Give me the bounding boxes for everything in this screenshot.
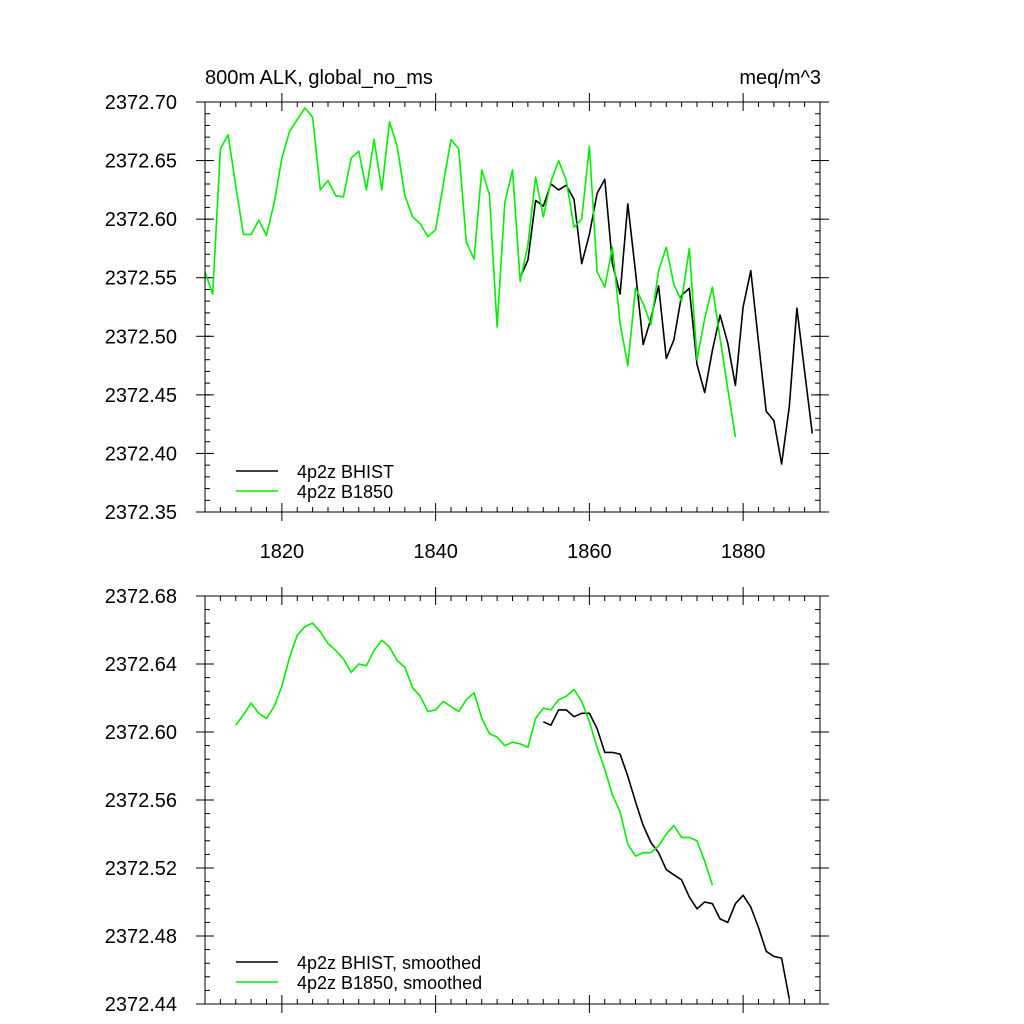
top-chart-title: 800m ALK, global_no_ms [205,67,433,89]
top-chart-units: meq/m^3 [739,67,821,89]
y-tick-label: 2372.60 [105,722,177,744]
y-tick-label: 2372.52 [105,858,177,880]
bottom-panel: 2372.44 2372.48 2372.52 2372.56 2372.60 2372.… [105,586,829,1016]
y-tick-label: 2372.48 [105,926,177,948]
y-tick-label: 2372.70 [105,92,177,114]
series-line-bhist [542,709,791,1000]
series-line-b1850 [204,107,737,438]
legend-label: 4p2z B1850 [297,482,393,502]
y-tick-label: 2372.50 [105,326,177,348]
top-panel: 800m ALK, global_no_ms meq/m^3 2372.3523… [105,67,829,563]
series-line-b1850 [235,622,714,886]
x-tick-label: 1880 [721,541,766,563]
y-tick-label: 2372.55 [105,268,177,290]
y-tick-label: 2372.60 [105,209,177,231]
y-tick-label: 2372.40 [105,443,177,465]
top-plot-frame [204,101,821,513]
y-tick-label: 2372.35 [105,502,177,524]
bottom-axes: 2372.44 2372.48 2372.52 2372.56 2372.60 2372.… [105,586,829,1016]
legend-label: 4p2z B1850, smoothed [297,973,482,993]
y-tick-label: 2372.64 [105,654,177,676]
y-tick-label: 2372.68 [105,586,177,608]
top-series-group [204,107,814,465]
x-tick-label: 1860 [567,541,612,563]
legend-label: 4p2z BHIST, smoothed [297,953,481,973]
legend-label: 4p2z BHIST [297,462,394,482]
y-tick-label: 2372.65 [105,151,177,173]
bottom-series-group [235,622,791,1000]
series-line-bhist [519,178,814,465]
x-tick-label: 1840 [413,541,458,563]
bottom-plot-frame [204,595,821,1005]
x-tick-label: 1820 [260,541,305,563]
y-tick-label: 2372.45 [105,385,177,407]
y-tick-label: 2372.56 [105,790,177,812]
top-axes: 2372.35 2372.40 2372.45 2372.50 2372.55 2372.… [105,92,829,563]
y-tick-label: 2372.44 [105,994,177,1016]
